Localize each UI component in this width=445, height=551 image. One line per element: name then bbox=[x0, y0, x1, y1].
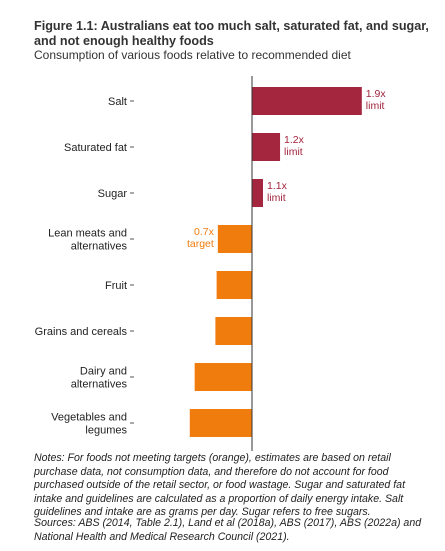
chart-subtitle: Consumption of various foods relative to… bbox=[34, 48, 351, 62]
data-label: limit bbox=[267, 192, 286, 204]
category-label: Dairy and bbox=[80, 366, 127, 378]
data-label: 1.2x bbox=[284, 134, 305, 146]
bar bbox=[252, 179, 263, 207]
category-label: Salt bbox=[108, 96, 127, 108]
category-label: alternatives bbox=[71, 379, 128, 391]
bar bbox=[216, 271, 252, 299]
category-label: Sugar bbox=[98, 188, 128, 200]
data-label: 0.7x bbox=[194, 226, 215, 238]
bar bbox=[252, 87, 362, 115]
bar bbox=[217, 225, 252, 253]
chart-sources: Sources: ABS (2014, Table 2.1), Land et … bbox=[34, 517, 422, 543]
bar bbox=[252, 133, 281, 161]
chart-title: Figure 1.1: Australians eat too much sal… bbox=[34, 19, 429, 48]
category-label: Vegetables and bbox=[51, 412, 127, 424]
bar bbox=[215, 317, 252, 345]
bar bbox=[189, 409, 252, 437]
data-label: target bbox=[187, 238, 214, 250]
chart-notes: Notes: For foods not meeting targets (or… bbox=[34, 452, 406, 519]
data-label: limit bbox=[366, 100, 385, 112]
bar bbox=[194, 363, 252, 391]
data-label: 1.1x bbox=[267, 180, 288, 192]
data-label: limit bbox=[284, 146, 303, 158]
category-label: legumes bbox=[85, 425, 127, 437]
category-label: Lean meats and bbox=[48, 228, 127, 240]
data-label: 1.9x bbox=[366, 88, 387, 100]
category-label: alternatives bbox=[71, 241, 128, 253]
category-label: Fruit bbox=[105, 280, 127, 292]
category-label: Grains and cereals bbox=[35, 326, 128, 338]
category-label: Saturated fat bbox=[64, 142, 127, 154]
